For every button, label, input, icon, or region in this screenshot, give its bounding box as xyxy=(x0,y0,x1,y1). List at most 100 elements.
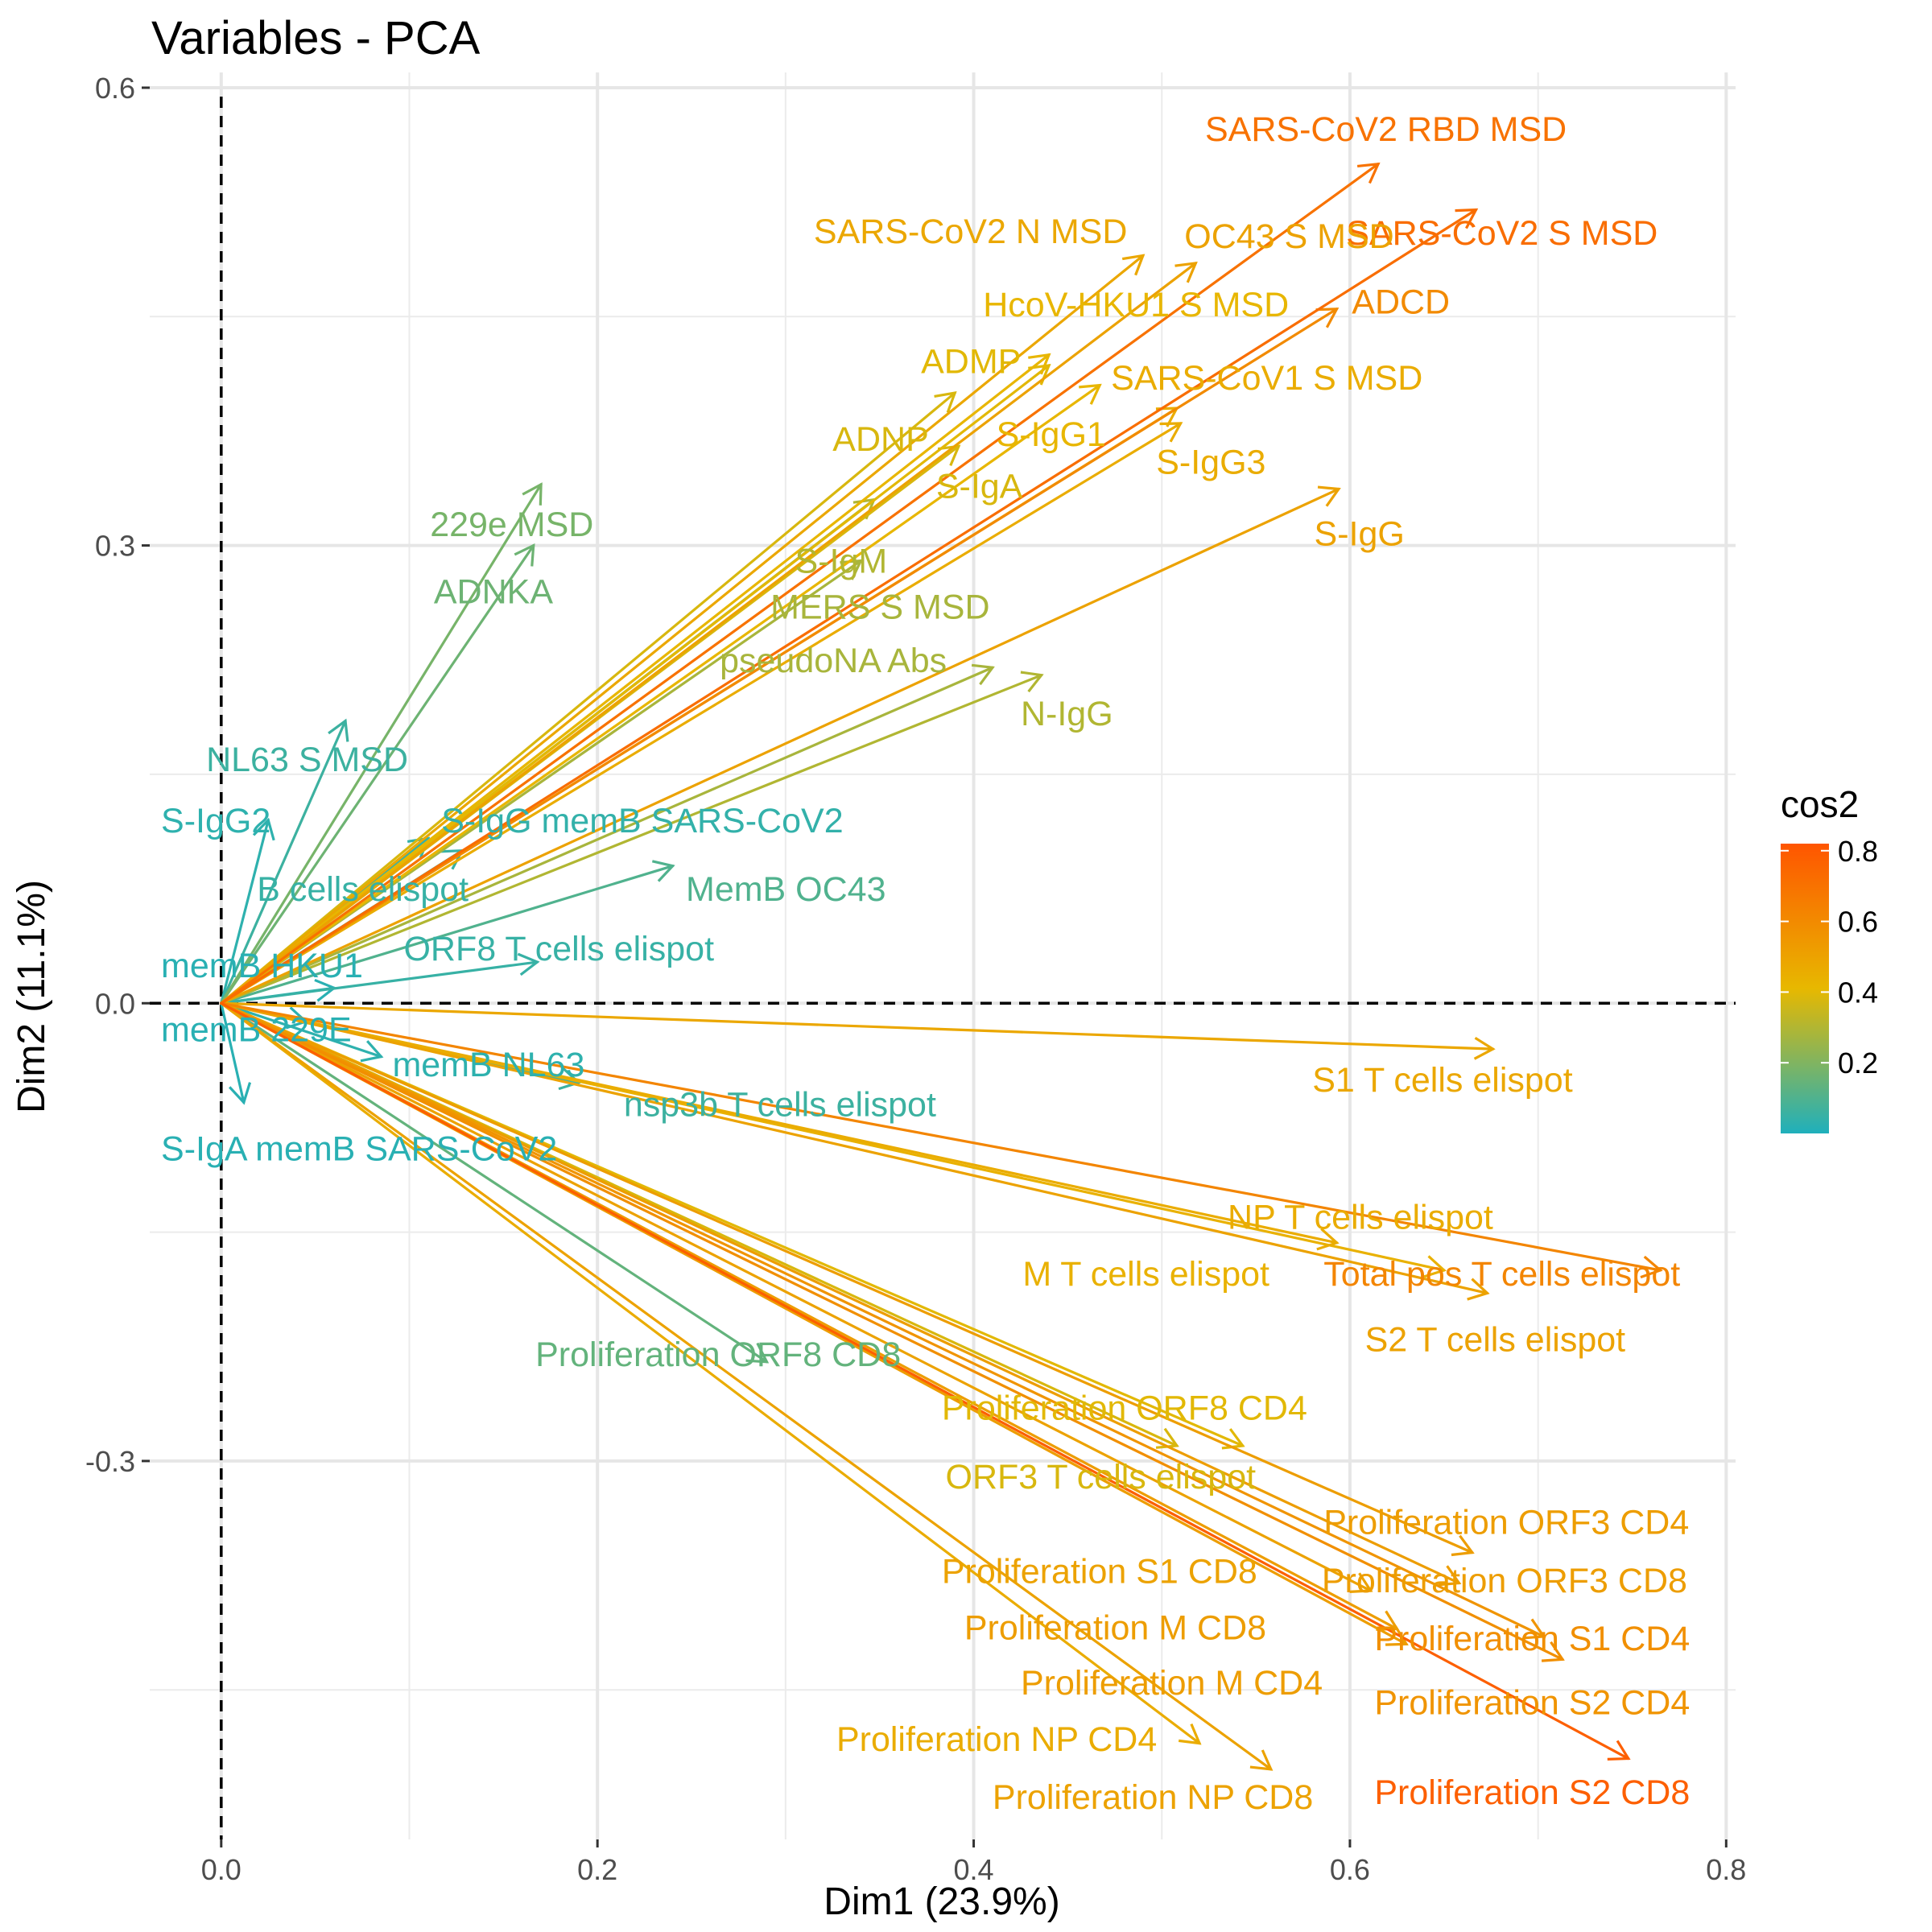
x-tick-label: 0.0 xyxy=(201,1853,242,1886)
label-proliferation-orf8-cd4: Proliferation ORF8 CD4 xyxy=(942,1389,1307,1428)
arrow-proliferation-s2-cd8 xyxy=(220,1001,1631,1761)
label-s-iga-memb-sars-cov2: S-IgA memB SARS-CoV2 xyxy=(161,1129,557,1168)
label-s1-t-cells-elispot: S1 T cells elispot xyxy=(1312,1061,1573,1100)
label-s-igg-memb-sars-cov2: S-IgG memB SARS-CoV2 xyxy=(441,802,843,840)
legend-tick-label: 0.4 xyxy=(1838,976,1878,1009)
x-tick-label: 0.8 xyxy=(1706,1853,1746,1886)
label-orf8-t-cells-elispot: ORF8 T cells elispot xyxy=(403,930,714,968)
label-sars-cov1-s-msd: SARS-CoV1 S MSD xyxy=(1111,359,1422,398)
label-proliferation-m-cd4: Proliferation M CD4 xyxy=(1021,1664,1323,1703)
label-sars-cov2-rbd-msd: SARS-CoV2 RBD MSD xyxy=(1205,110,1567,149)
arrow-memb-nl63 xyxy=(220,1001,384,1063)
label-oc43-s-msd: OC43 S MSD xyxy=(1184,217,1393,256)
chart-title: Variables - PCA xyxy=(151,12,481,64)
arrow-s-iga-memb-sars-cov2 xyxy=(220,1001,252,1105)
label-hcov-hku1-s-msd: HcoV-HKU1 S MSD xyxy=(983,286,1289,324)
arrow-total-pos-t-cells-elispot xyxy=(220,1001,1663,1279)
arrow-229e-msd xyxy=(220,482,543,1005)
arrow-proliferation-orf3-cd8 xyxy=(220,1001,1462,1587)
x-tick-label: 0.6 xyxy=(1330,1853,1370,1886)
label-229e-msd: 229e MSD xyxy=(430,506,593,544)
arrow-np-t-cells-elispot xyxy=(220,1001,1340,1251)
label-proliferation-s1-cd8: Proliferation S1 CD8 xyxy=(942,1552,1257,1591)
y-tick-label: 0.6 xyxy=(95,72,135,105)
axes: 0.0 0.2 0.4 0.6 0.8 -0.3 0.0 0.3 0.6 xyxy=(85,72,1746,1886)
label-proliferation-orf8-cd8: Proliferation ORF8 CD8 xyxy=(535,1335,901,1374)
arrow-adnp xyxy=(220,391,957,1005)
legend-title: cos2 xyxy=(1781,783,1859,825)
label-mers-s-msd: MERS S MSD xyxy=(770,588,989,626)
x-tick-label: 0.4 xyxy=(954,1853,994,1886)
label-total-pos-t-cells-elispot: Total pos T cells elispot xyxy=(1323,1255,1680,1294)
cos2-legend: cos2 0.2 0.4 0.6 0.8 xyxy=(1781,783,1878,1133)
y-axis-title: Dim2 (11.1%) xyxy=(10,880,53,1113)
label-proliferation-np-cd4: Proliferation NP CD4 xyxy=(836,1720,1157,1759)
arrow-sars-cov2-n-msd xyxy=(220,254,1146,1005)
label-s-igg2: S-IgG2 xyxy=(161,802,270,840)
arrow-s-igg1 xyxy=(220,383,1102,1005)
arrow-proliferation-np-cd4 xyxy=(220,1001,1202,1745)
label-s-igg3: S-IgG3 xyxy=(1156,443,1265,481)
legend-ticks: 0.2 0.4 0.6 0.8 xyxy=(1781,835,1878,1080)
arrow-sars-cov2-rbd-msd xyxy=(220,162,1381,1005)
label-sars-cov2-s-msd: SARS-CoV2 S MSD xyxy=(1346,214,1657,253)
label-proliferation-orf3-cd4: Proliferation ORF3 CD4 xyxy=(1323,1504,1689,1542)
arrow-hcov-hku1-s-msd xyxy=(220,353,1051,1005)
legend-colorbar xyxy=(1781,844,1829,1133)
label-proliferation-orf3-cd8: Proliferation ORF3 CD8 xyxy=(1322,1562,1687,1600)
y-tick-label: -0.3 xyxy=(85,1445,135,1478)
label-sars-cov2-n-msd: SARS-CoV2 N MSD xyxy=(814,213,1127,251)
arrow-adnka xyxy=(220,543,535,1005)
plot-panel xyxy=(150,72,1736,1839)
label-adcd: ADCD xyxy=(1352,283,1450,321)
arrow-proliferation-np-cd8 xyxy=(220,1001,1274,1771)
label-s2-t-cells-elispot: S2 T cells elispot xyxy=(1365,1320,1626,1359)
label-memb-229e: memB 229E xyxy=(161,1010,352,1049)
arrow-memb-oc43 xyxy=(220,860,675,1005)
label-proliferation-s2-cd8: Proliferation S2 CD8 xyxy=(1374,1773,1690,1812)
arrow-orf8-t-cells-elispot xyxy=(220,952,540,1005)
label-adnp: ADNP xyxy=(832,420,928,459)
label-b-cells-elispot: B cells elispot xyxy=(257,870,469,909)
reference-lines xyxy=(150,97,1736,1839)
y-tick-label: 0.3 xyxy=(95,530,135,563)
y-tick-label: 0.0 xyxy=(95,987,135,1020)
x-tick-label: 0.2 xyxy=(577,1853,617,1886)
arrow-n-igg xyxy=(220,671,1044,1005)
arrow-proliferation-s2-cd4 xyxy=(220,1001,1546,1640)
label-m-t-cells-elispot: M T cells elispot xyxy=(1022,1255,1269,1294)
arrow-adcd xyxy=(220,308,1340,1005)
label-memb-hku1: memB HKU1 xyxy=(161,947,363,985)
arrow-s1-t-cells-elispot xyxy=(220,1001,1496,1060)
arrow-s-igg xyxy=(220,485,1341,1005)
arrow-nl63-s-msd xyxy=(220,718,349,1005)
label-s-igg: S-IgG xyxy=(1315,514,1405,553)
arrow-s2-t-cells-elispot xyxy=(220,1001,1490,1301)
arrow-sars-cov2-s-msd xyxy=(220,208,1479,1005)
label-orf3-t-cells-elispot: ORF3 T cells elispot xyxy=(946,1458,1257,1496)
label-admp: ADMP xyxy=(921,342,1021,381)
arrow-proliferation-s1-cd4 xyxy=(220,1001,1565,1662)
label-memb-nl63: memB NL63 xyxy=(392,1046,584,1084)
arrow-pseudona-abs xyxy=(220,663,995,1005)
legend-tick-label: 0.2 xyxy=(1838,1046,1878,1080)
label-proliferation-m-cd8: Proliferation M CD8 xyxy=(964,1609,1266,1648)
variable-labels: SARS-CoV2 RBD MSD SARS-CoV2 S MSD SARS-CoV… xyxy=(161,110,1690,1817)
arrow-s-igg2 xyxy=(220,817,275,1005)
label-adnka: ADNKA xyxy=(434,572,553,611)
arrow-proliferation-orf8-cd8 xyxy=(220,1001,770,1364)
label-nl63-s-msd: NL63 S MSD xyxy=(206,741,408,779)
label-proliferation-np-cd8: Proliferation NP CD8 xyxy=(993,1778,1313,1817)
arrow-s-igg3 xyxy=(220,422,1183,1005)
label-s-igg1: S-IgG1 xyxy=(997,415,1106,454)
label-np-t-cells-elispot: NP T cells elispot xyxy=(1228,1199,1493,1237)
label-nsp3b-t-cells-elispot: nsp3b T cells elispot xyxy=(624,1085,936,1124)
label-s-iga: S-IgA xyxy=(936,468,1023,506)
label-pseudona-abs: pseudoNA Abs xyxy=(720,642,947,680)
label-memb-oc43: MemB OC43 xyxy=(686,870,886,909)
legend-tick-label: 0.8 xyxy=(1838,835,1878,868)
legend-tick-label: 0.6 xyxy=(1838,906,1878,939)
arrow-proliferation-orf3-cd4 xyxy=(220,1001,1475,1557)
label-s-igm: S-IgM xyxy=(795,543,888,581)
